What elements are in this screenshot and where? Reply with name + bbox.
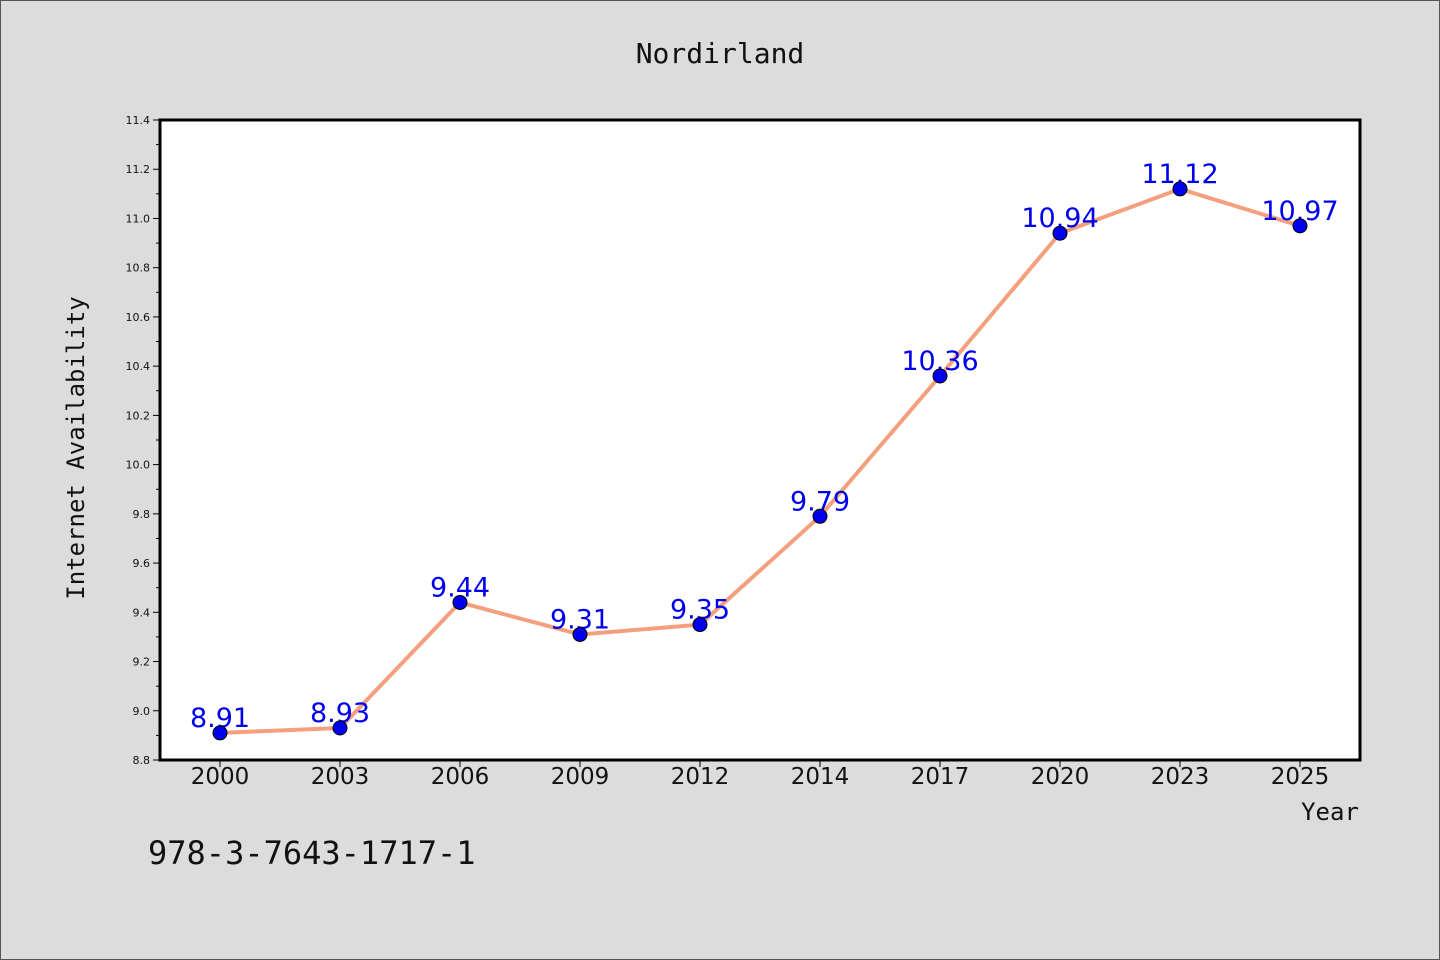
y-tick-label: 10.0 [126,459,151,472]
y-tick-label: 9.6 [133,557,151,570]
data-point [452,594,468,610]
footer-id-text: 978-3-7643-1717-1 [148,834,476,872]
x-axis-label: Year [1301,798,1359,826]
y-tick-label: 10.4 [126,360,151,373]
y-tick-label: 9.0 [133,705,151,718]
x-tick-label: 2003 [311,764,370,790]
x-tick-label: 2020 [1031,764,1090,790]
x-tick-label: 2017 [911,764,970,790]
y-axis-label: Internet Availability [62,296,90,599]
y-tick-label: 10.2 [126,409,151,422]
x-tick-label: 2009 [551,764,610,790]
x-tick-label: 2012 [671,764,730,790]
chart-title: Nordirland [636,37,805,70]
data-point [932,368,948,384]
series-line-group: 8.91 8.939.449.31 9.359.7910.3610.9411.121… [190,159,1339,741]
data-point [332,720,348,736]
x-tick-label: 2006 [431,764,490,790]
y-tick-label: 9.4 [133,606,151,619]
data-point [692,617,708,633]
y-axis: 8.8 9.0 9.2 9.4 9.6 9.8 10.0 10.2 10.4 10.6 10.8 11… [126,114,160,767]
y-tick-label: 11.0 [126,212,151,225]
x-axis: 2000 2003 2006 2009 2012 2014 2017 2020 2023 2025 [191,760,1330,790]
y-tick-label: 8.8 [133,754,151,767]
y-tick-label: 10.6 [126,311,151,324]
series-line [219,186,1301,735]
data-point [812,508,828,524]
data-point [1292,218,1308,234]
y-tick-label: 10.8 [126,262,151,275]
data-point [1172,181,1188,197]
y-tick-label: 9.8 [133,508,151,521]
y-tick-label: 9.2 [133,656,151,669]
x-tick-label: 2023 [1151,764,1210,790]
plot-area [158,118,1362,762]
x-tick-label: 2000 [191,764,250,790]
y-tick-label: 11.2 [126,163,151,176]
data-point [212,725,228,741]
y-tick-label: 11.4 [126,114,151,127]
x-tick-label: 2025 [1271,764,1330,790]
x-tick-label: 2014 [791,764,850,790]
data-point [572,626,588,642]
data-point [1052,225,1068,241]
